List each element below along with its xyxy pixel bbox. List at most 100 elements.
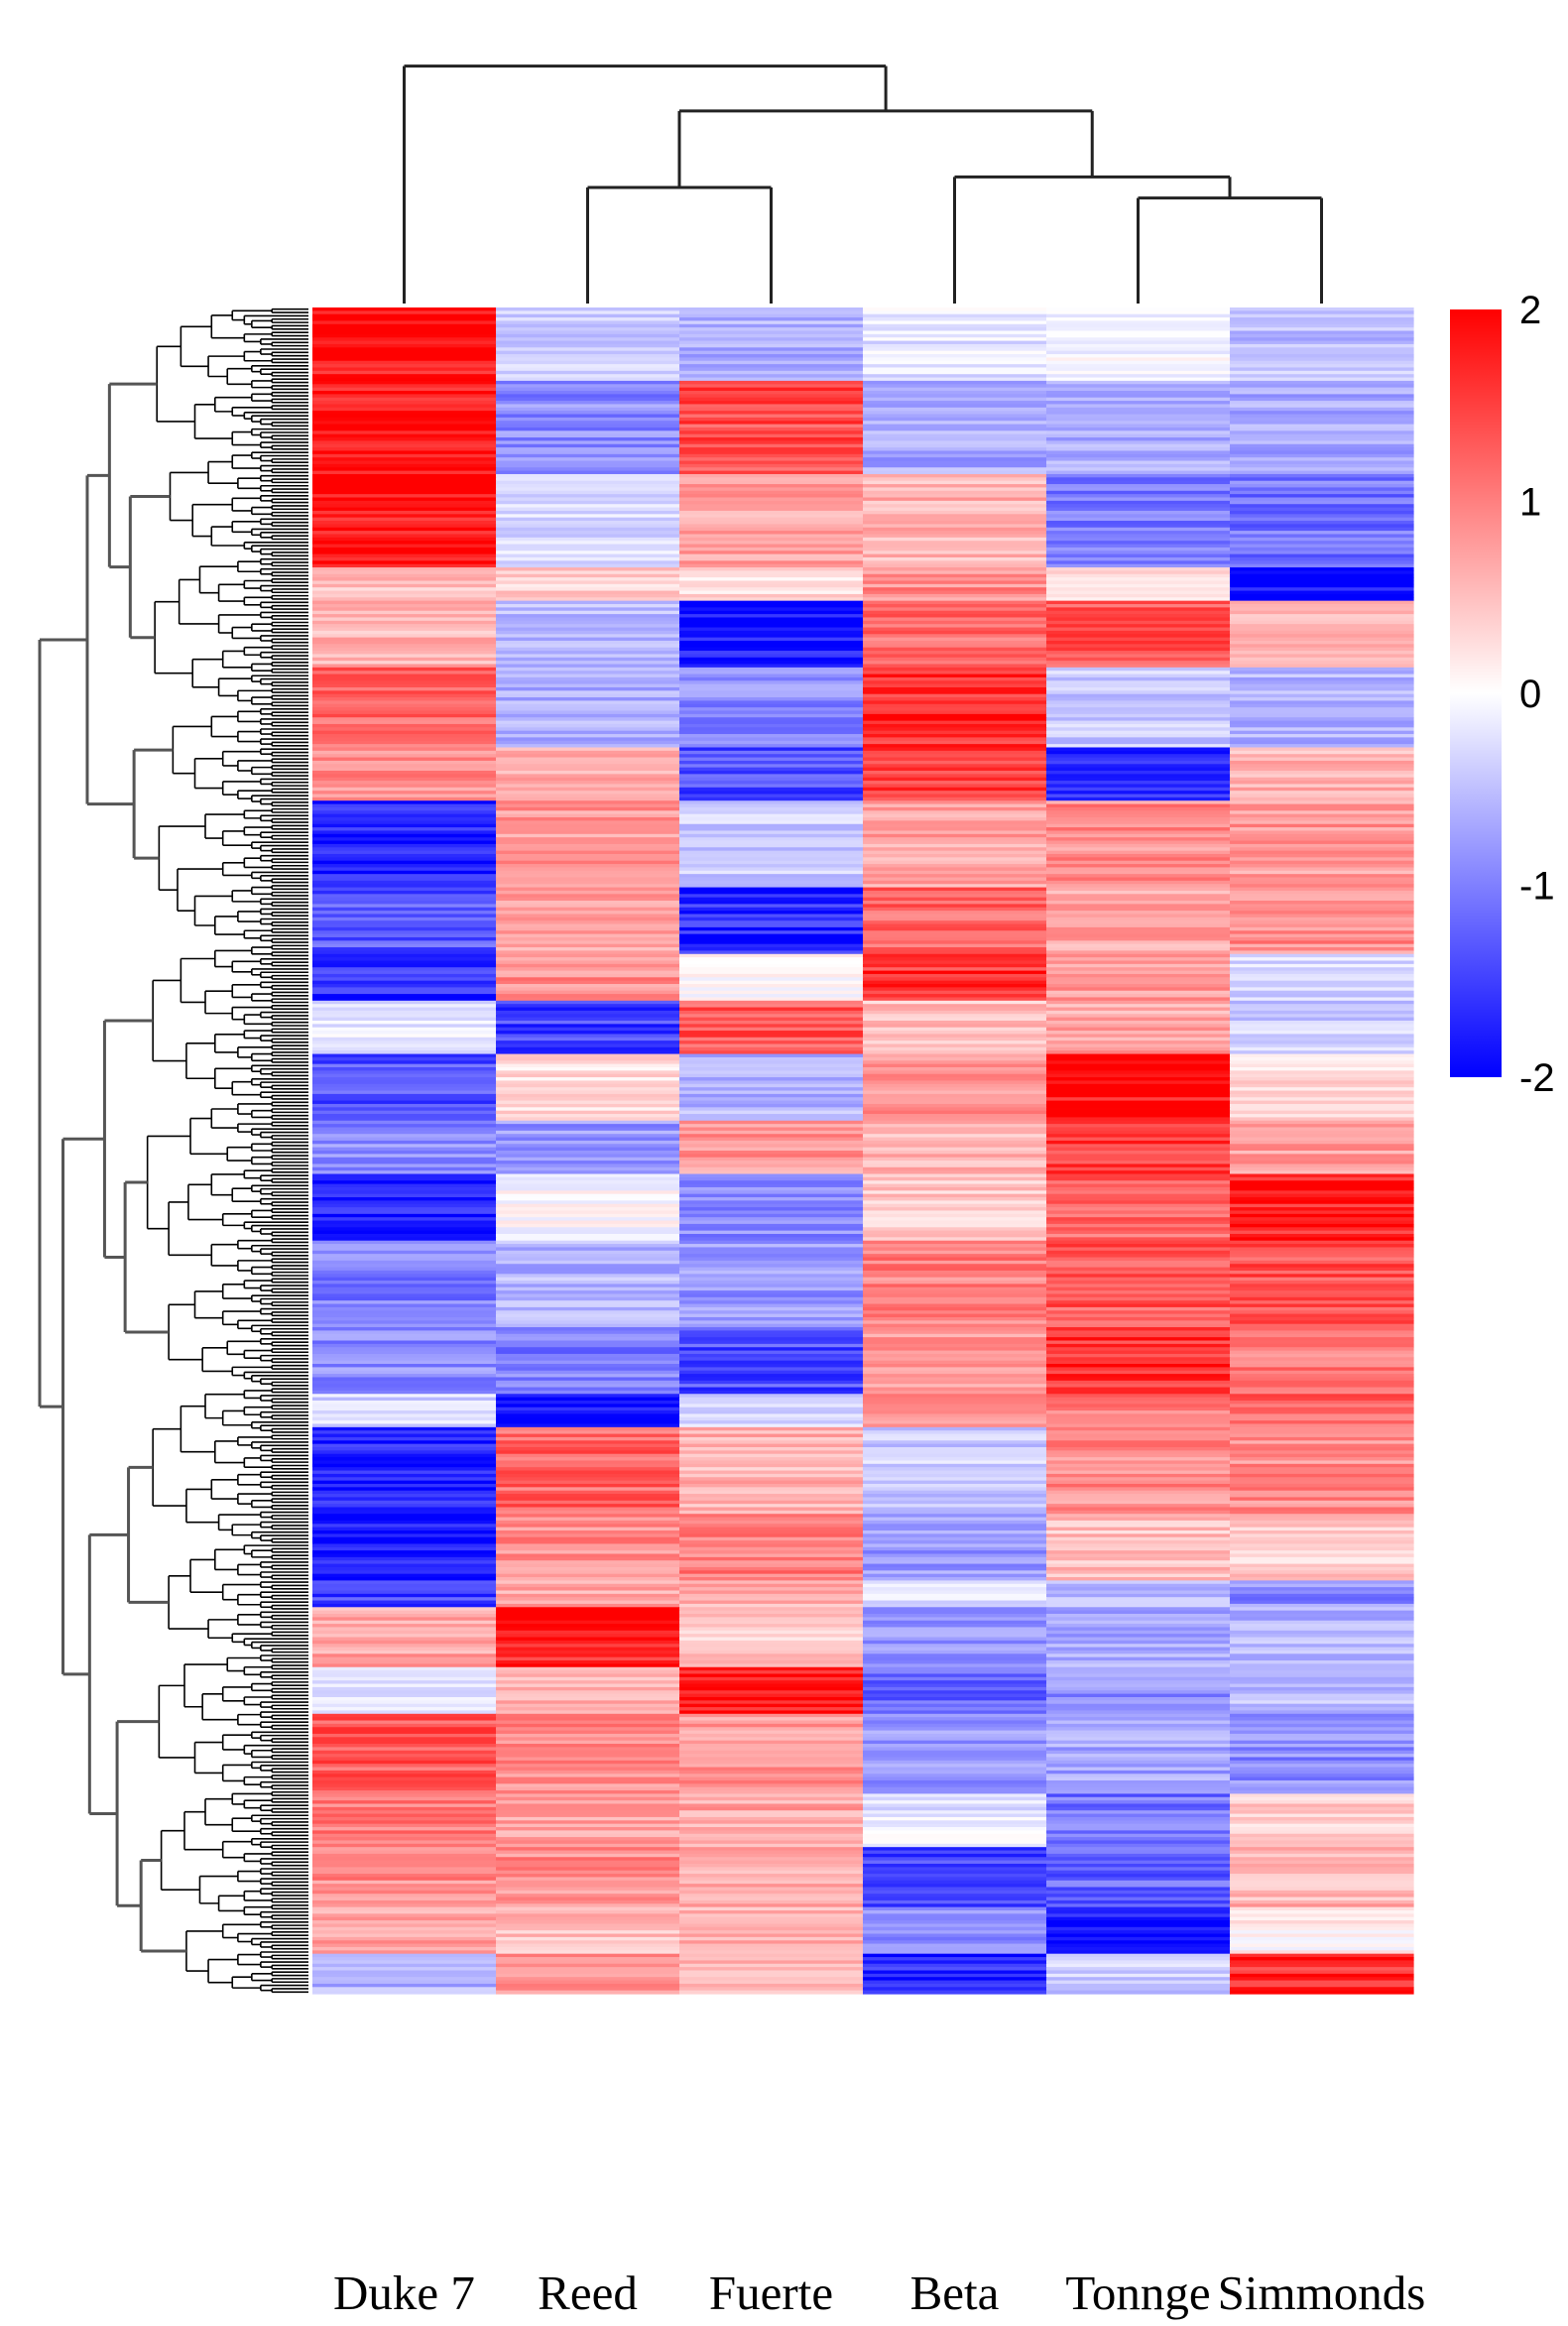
heatmap-cell [679, 787, 864, 792]
heatmap-cell [1046, 837, 1231, 842]
heatmap-cell [312, 354, 497, 358]
heatmap-cell [863, 823, 1047, 828]
heatmap-cell [496, 1394, 680, 1399]
heatmap-cell [496, 1083, 680, 1088]
heatmap-cell [496, 713, 680, 718]
heatmap-cell [496, 806, 680, 811]
heatmap-cell [863, 1387, 1047, 1392]
heatmap-cell [679, 340, 864, 345]
heatmap-cell [496, 920, 680, 925]
heatmap-cell [679, 1380, 864, 1385]
heatmap-cell [863, 560, 1047, 565]
heatmap-cell [679, 484, 864, 489]
heatmap-cell [863, 1943, 1047, 1948]
heatmap-cell [1230, 853, 1414, 858]
heatmap-cell [863, 507, 1047, 512]
heatmap-cell [679, 747, 864, 752]
heatmap-cell [496, 963, 680, 968]
heatmap-cell [312, 1397, 497, 1402]
heatmap-cell [863, 541, 1047, 546]
heatmap-cell [1046, 1190, 1231, 1195]
heatmap-row [312, 457, 1414, 462]
heatmap-cell [1230, 1806, 1414, 1811]
heatmap-cell [863, 730, 1047, 735]
heatmap-row [312, 1370, 1414, 1375]
heatmap-cell [679, 730, 864, 735]
heatmap-cell [1046, 1930, 1231, 1935]
heatmap-cell [496, 1536, 680, 1541]
heatmap-cell [679, 350, 864, 355]
heatmap-cell [1230, 527, 1414, 532]
heatmap-cell [863, 1377, 1047, 1382]
heatmap-cell [1046, 1843, 1231, 1848]
heatmap-cell [1230, 1543, 1414, 1548]
heatmap-cell [496, 610, 680, 615]
heatmap-cell [496, 914, 680, 918]
heatmap-cell [312, 1327, 497, 1332]
heatmap-cell [679, 1920, 864, 1925]
heatmap-cell [496, 1154, 680, 1159]
heatmap-cell [679, 1377, 864, 1382]
heatmap-cell [1046, 1473, 1231, 1478]
heatmap-row [312, 1233, 1414, 1238]
heatmap-row [312, 817, 1414, 821]
heatmap-cell [679, 534, 864, 539]
heatmap-cell [496, 567, 680, 572]
heatmap-cell [1230, 1203, 1414, 1208]
heatmap-cell [496, 943, 680, 948]
heatmap-cell [1046, 987, 1231, 992]
heatmap-cell [679, 1357, 864, 1362]
heatmap-cell [679, 1410, 864, 1415]
heatmap-cell [679, 380, 864, 385]
heatmap-cell [312, 1440, 497, 1445]
heatmap-cell [496, 1650, 680, 1654]
heatmap-cell [312, 1281, 497, 1285]
heatmap-cell [1046, 661, 1231, 666]
heatmap-cell [679, 1420, 864, 1425]
heatmap-row [312, 577, 1414, 582]
heatmap-cell [863, 1323, 1047, 1328]
heatmap-cell [679, 1656, 864, 1661]
heatmap-cell [863, 1570, 1047, 1575]
heatmap-cell [312, 367, 497, 372]
heatmap-cell [1046, 397, 1231, 402]
heatmap-cell [496, 930, 680, 935]
heatmap-cell [1046, 1410, 1231, 1415]
heatmap-cell [312, 794, 497, 798]
heatmap-row [312, 507, 1414, 512]
heatmap-cell [312, 800, 497, 805]
heatmap-cell [863, 500, 1047, 505]
heatmap-cell [1230, 1017, 1414, 1022]
heatmap-cell [863, 647, 1047, 652]
heatmap-cell [679, 1340, 864, 1345]
heatmap-cell [496, 457, 680, 462]
heatmap-cell [496, 817, 680, 821]
heatmap-cell [863, 1703, 1047, 1708]
heatmap-cell [863, 1330, 1047, 1335]
heatmap-row [312, 737, 1414, 742]
heatmap-cell [679, 1180, 864, 1185]
heatmap-row [312, 990, 1414, 995]
heatmap-cell [1046, 1430, 1231, 1435]
heatmap-row [312, 730, 1414, 735]
heatmap-cell [496, 404, 680, 409]
heatmap-cell [496, 1384, 680, 1389]
heatmap-cell [1230, 980, 1414, 985]
heatmap-cell [863, 1046, 1047, 1051]
heatmap-cell [312, 847, 497, 852]
heatmap-cell [1230, 1774, 1414, 1778]
heatmap-row [312, 1170, 1414, 1175]
heatmap-cell [1046, 1720, 1231, 1725]
heatmap-cell [1230, 683, 1414, 688]
heatmap-cell [496, 510, 680, 515]
heatmap-cell [1046, 1443, 1231, 1448]
heatmap-cell [496, 1416, 680, 1421]
heatmap-cell [1046, 1580, 1231, 1585]
heatmap-cell [312, 940, 497, 945]
heatmap-row [312, 320, 1414, 325]
heatmap-cell [496, 630, 680, 635]
heatmap-cell [863, 1073, 1047, 1078]
heatmap-cell [1230, 1874, 1414, 1879]
heatmap-cell [496, 1580, 680, 1585]
heatmap-cell [863, 1887, 1047, 1892]
